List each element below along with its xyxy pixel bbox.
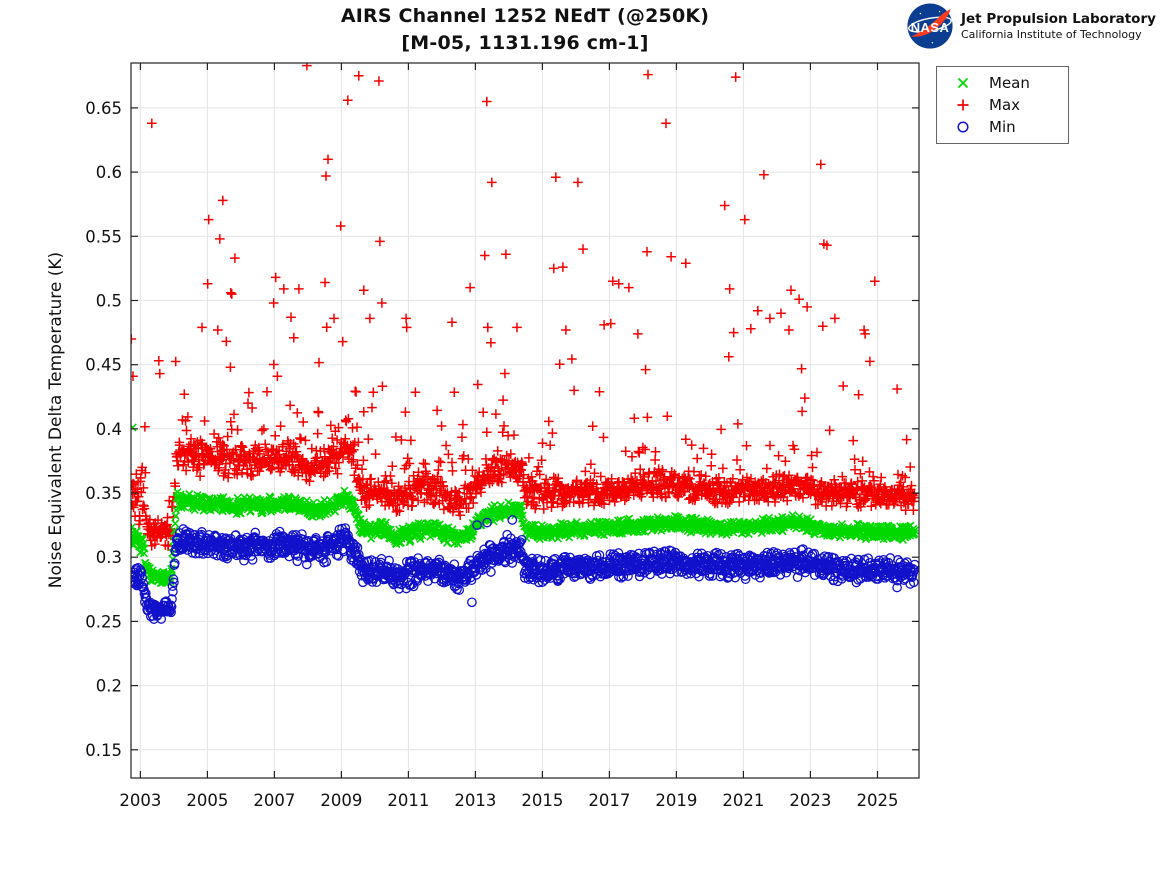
svg-text:2005: 2005 <box>186 791 228 810</box>
page-subtitle: [M-05, 1131.196 cm-1] <box>401 32 649 54</box>
svg-text:2009: 2009 <box>320 791 362 810</box>
svg-text:0.5: 0.5 <box>96 292 122 311</box>
svg-text:0.35: 0.35 <box>85 484 122 503</box>
min-marker-icon <box>937 119 989 135</box>
svg-text:0.4: 0.4 <box>96 420 122 439</box>
svg-text:0.55: 0.55 <box>85 227 122 246</box>
svg-text:0.15: 0.15 <box>85 741 122 760</box>
nasa-logo-text: NASA <box>911 20 950 35</box>
jpl-subname: California Institute of Technology <box>961 27 1142 41</box>
legend-label-max: Max <box>989 96 1021 114</box>
mean-marker-icon <box>937 75 989 91</box>
jpl-name: Jet Propulsion Laboratory <box>961 10 1156 27</box>
svg-text:0.6: 0.6 <box>96 163 122 182</box>
svg-text:2021: 2021 <box>722 791 764 810</box>
legend-label-min: Min <box>989 118 1016 136</box>
svg-text:2013: 2013 <box>454 791 496 810</box>
svg-text:0.3: 0.3 <box>96 548 122 567</box>
svg-text:0.65: 0.65 <box>85 99 122 118</box>
svg-text:2019: 2019 <box>655 791 697 810</box>
svg-text:2015: 2015 <box>521 791 563 810</box>
page-title: AIRS Channel 1252 NEdT (@250K) <box>340 5 710 27</box>
jpl-branding: NASA Jet Propulsion Laboratory Californi… <box>906 2 1156 50</box>
legend-item-min: Min <box>937 116 1068 138</box>
legend-item-mean: Mean <box>937 72 1068 94</box>
svg-text:2003: 2003 <box>119 791 161 810</box>
svg-text:2023: 2023 <box>789 791 831 810</box>
svg-text:2025: 2025 <box>857 791 899 810</box>
svg-text:0.45: 0.45 <box>85 356 122 375</box>
svg-text:2017: 2017 <box>588 791 630 810</box>
svg-text:2011: 2011 <box>387 791 429 810</box>
max-marker-icon <box>937 97 989 113</box>
svg-text:0.25: 0.25 <box>85 612 122 631</box>
svg-text:2007: 2007 <box>253 791 295 810</box>
legend-item-max: Max <box>937 94 1068 116</box>
legend-label-mean: Mean <box>989 74 1030 92</box>
svg-text:0.2: 0.2 <box>96 677 122 696</box>
legend: Mean Max Min <box>936 66 1069 144</box>
nasa-logo-icon: NASA <box>907 3 953 49</box>
